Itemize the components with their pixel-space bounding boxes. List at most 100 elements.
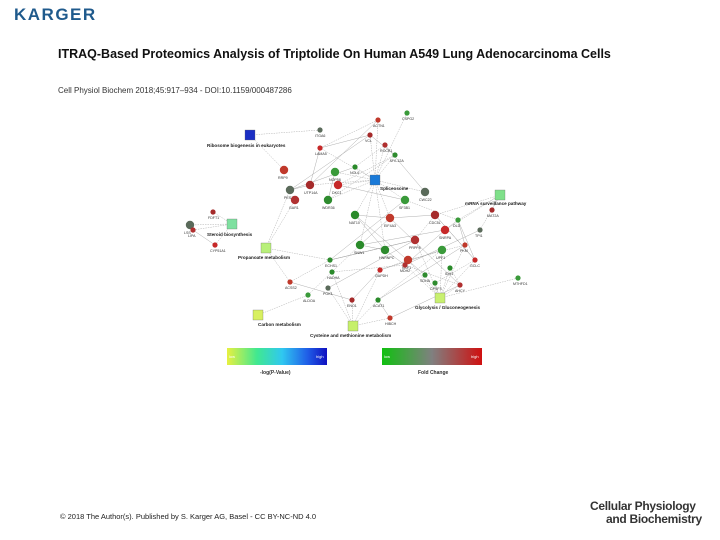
network-edge	[374, 179, 386, 251]
pathway-node	[369, 174, 381, 186]
gene-label: ITGA6	[315, 134, 325, 138]
pathway-label: Carbon metabolism	[258, 322, 301, 327]
network-edge	[457, 219, 476, 261]
gene-node	[403, 255, 413, 265]
pathway-nodes: Ribosome biogenesis in eukaryotes Spliceo…	[207, 129, 527, 338]
network-edge	[354, 214, 426, 276]
network-edge	[289, 281, 353, 301]
network-edge	[329, 239, 416, 261]
network-edge	[374, 154, 396, 181]
gene-label: AHCY	[455, 289, 466, 293]
network-edge	[319, 134, 371, 149]
network-figure: Ribosome biogenesis in eukaryotes Spliceo…	[180, 100, 540, 380]
network-edge	[404, 199, 459, 221]
journal-line-2: and Biochemistry	[606, 512, 702, 526]
gene-node	[317, 127, 323, 133]
pathway-node	[260, 242, 272, 254]
network-edge	[352, 269, 381, 327]
gene-node	[305, 292, 311, 298]
network-edge	[369, 134, 376, 181]
network-edge	[407, 259, 441, 299]
journal-logo: Cellular Physiology and Biochemistry	[590, 500, 702, 526]
network-edge	[319, 147, 376, 181]
pathway-label: Ribosome biogenesis in eukaryotes	[207, 143, 286, 148]
network-edge	[265, 247, 291, 283]
journal-line-1: Cellular Physiology	[590, 499, 696, 513]
gene-label: ENO1	[347, 304, 357, 308]
gene-label: MYL12A	[390, 159, 404, 163]
network-edge	[192, 223, 233, 231]
gene-label: CWC22	[419, 198, 432, 202]
gene-node	[392, 152, 398, 158]
gene-label: PRPF8	[409, 246, 421, 250]
gene-nodes: ACTN1 CSPG2 ITGA6 VCL LAMA5 ROCK1 MYL12A NOL6 RR…	[184, 110, 528, 326]
network-edge	[359, 229, 446, 246]
gene-node	[350, 210, 360, 220]
gene-node	[190, 227, 196, 233]
gene-label: DKC1	[332, 191, 342, 195]
gene-node	[455, 217, 461, 223]
gene-label: SF3B1	[399, 206, 410, 210]
gene-label: PGK1	[323, 292, 333, 296]
network-edge	[439, 249, 443, 299]
pathway-node	[226, 218, 238, 230]
network-edge	[189, 223, 233, 226]
gene-label: ACAT1	[373, 304, 384, 308]
gene-node	[333, 180, 343, 190]
gene-label: PES1	[284, 196, 293, 200]
gene-node	[515, 275, 521, 281]
network-edge	[449, 267, 461, 286]
copyright-footer: © 2018 The Author(s). Published by S. Ka…	[60, 512, 317, 521]
pathway-node	[494, 189, 506, 201]
gene-node	[352, 164, 358, 170]
gene-node	[462, 242, 468, 248]
gene-node	[329, 269, 335, 275]
gene-label: UPF1	[436, 256, 445, 260]
gene-node	[355, 240, 365, 250]
network-edge	[257, 294, 309, 316]
gene-node	[279, 165, 289, 175]
pvalue-axis-label: -log(P-Value)	[260, 370, 291, 376]
gene-label: HIBCH	[385, 322, 397, 326]
gene-label: IDH1	[445, 272, 453, 276]
gene-label: CPSF3	[430, 287, 442, 291]
gene-label: NOP58	[329, 178, 341, 182]
network-edge	[377, 244, 466, 301]
gene-label: NAT10	[349, 221, 360, 225]
network-edge	[444, 194, 501, 231]
gene-label: GAPDH	[375, 274, 388, 278]
network-edge	[377, 299, 391, 319]
fold-axis-label: Fold Change	[418, 370, 448, 376]
pathway-node	[434, 292, 446, 304]
gene-label: CSPG2	[402, 117, 414, 121]
gene-label: WDR36	[322, 206, 335, 210]
pathway-label: Glycolysis / Gluconeogenesis	[415, 305, 481, 310]
fold-high-label: high	[471, 354, 479, 359]
network-edge	[307, 244, 361, 296]
network-edge	[359, 244, 386, 251]
gene-label: NOL6	[350, 171, 359, 175]
gene-node	[375, 117, 381, 123]
gene-node	[185, 220, 195, 230]
gene-node	[472, 257, 478, 263]
network-edge	[377, 249, 443, 301]
gene-label: HADHA	[327, 276, 340, 280]
gene-node	[367, 132, 373, 138]
network-edge	[337, 154, 396, 186]
gene-node	[323, 195, 333, 205]
gene-label: LAMA5	[315, 152, 327, 156]
network-edge	[329, 199, 406, 261]
network-edge	[354, 144, 386, 168]
pathway-label: mRNA surveillance pathway	[465, 201, 527, 206]
network-edge	[319, 119, 379, 149]
pathway-node	[252, 309, 264, 321]
network-edge	[327, 171, 336, 201]
gene-label: FDFT1	[208, 216, 219, 220]
network-edge	[352, 317, 391, 327]
gene-node	[440, 225, 450, 235]
network-edge	[289, 134, 371, 191]
gene-label: SNW1	[354, 251, 364, 255]
gene-label: ACTN1	[373, 124, 385, 128]
gene-label: ECHS1	[325, 264, 337, 268]
network-edge	[327, 287, 354, 327]
